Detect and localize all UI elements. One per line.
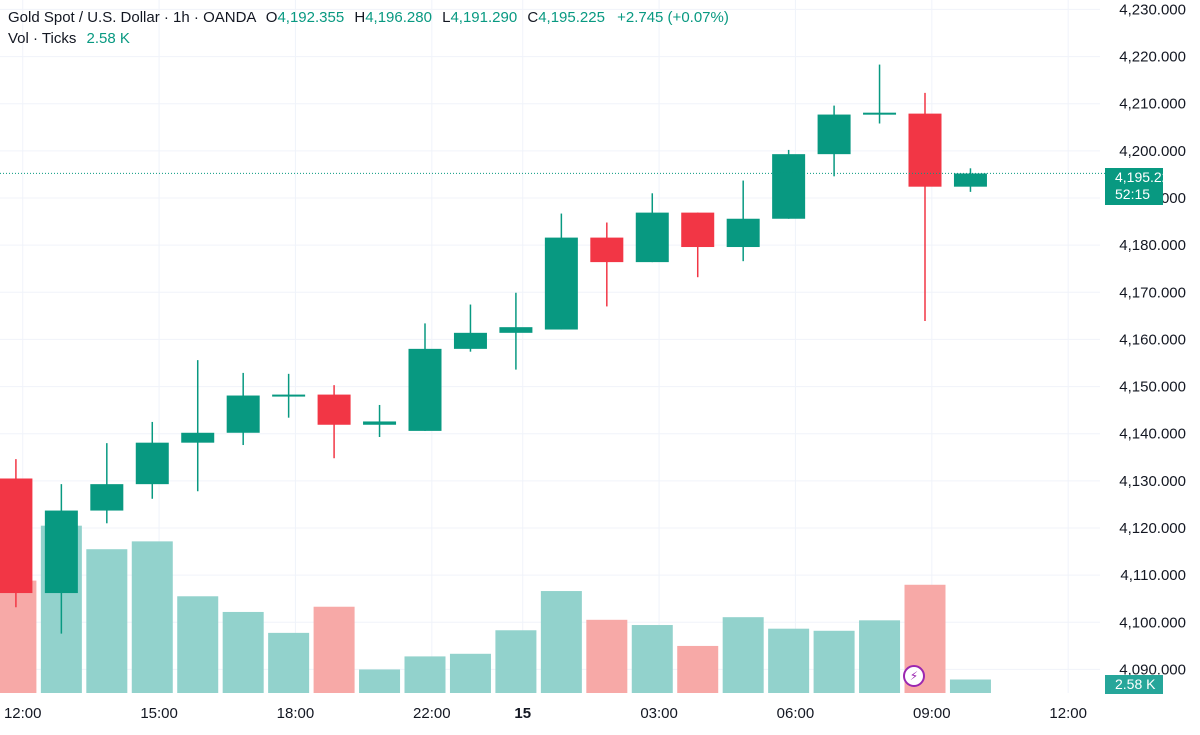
volume-bar bbox=[722, 617, 764, 693]
candles bbox=[0, 64, 987, 634]
volume-bar bbox=[949, 679, 991, 693]
candle-body bbox=[453, 332, 487, 349]
candle-body bbox=[863, 112, 897, 115]
time-tick-label: 18:00 bbox=[277, 705, 315, 722]
price-tick-label: 4,220.000 bbox=[1119, 49, 1186, 66]
change-value: +2.745 (+0.07%) bbox=[617, 9, 729, 26]
price-tick-label: 4,120.000 bbox=[1119, 520, 1186, 537]
open-label: O bbox=[265, 9, 278, 26]
volume-bar bbox=[631, 625, 673, 693]
candle-body bbox=[635, 212, 669, 263]
last-price-tag: 4,195.225 52:15 bbox=[1105, 168, 1178, 205]
symbol-legend[interactable]: Gold Spot / U.S. Dollar · 1h · OANDA O4,… bbox=[8, 9, 729, 27]
price-axis[interactable]: 4,090.000 4,100.000 4,110.000 4,120.000 4,13… bbox=[1119, 1, 1186, 678]
volume-bar bbox=[131, 541, 173, 693]
volume-value: 2.58 K bbox=[86, 30, 130, 47]
volume-bar bbox=[359, 669, 401, 693]
candle-body bbox=[408, 348, 442, 431]
volume-bar bbox=[177, 596, 219, 693]
time-tick-label: 22:00 bbox=[413, 705, 451, 722]
price-tick-label: 4,200.000 bbox=[1119, 143, 1186, 160]
price-tick-label: 4,160.000 bbox=[1119, 331, 1186, 348]
volume-bar bbox=[313, 606, 355, 693]
time-tick-label: 15:00 bbox=[140, 705, 178, 722]
price-tick-label: 4,170.000 bbox=[1119, 284, 1186, 301]
close-value: 4,195.225 bbox=[538, 9, 605, 26]
volume-bar bbox=[677, 645, 719, 693]
time-tick-label: 12:00 bbox=[1049, 705, 1087, 722]
candle-body bbox=[0, 478, 33, 594]
candle-body bbox=[363, 421, 397, 425]
symbol-title[interactable]: Gold Spot / U.S. Dollar · 1h · OANDA bbox=[8, 9, 256, 26]
price-tick-label: 4,100.000 bbox=[1119, 614, 1186, 631]
volume-bar bbox=[768, 628, 810, 693]
candle-body bbox=[726, 218, 760, 248]
time-tick-label: 09:00 bbox=[913, 705, 951, 722]
time-tick-label: 06:00 bbox=[777, 705, 815, 722]
candle-body bbox=[817, 114, 851, 155]
volume-bars bbox=[0, 525, 991, 693]
candle-body bbox=[681, 212, 715, 248]
candle-body bbox=[90, 484, 124, 511]
volume-bar bbox=[86, 549, 128, 693]
price-tick-label: 4,150.000 bbox=[1119, 379, 1186, 396]
candle-body bbox=[317, 394, 351, 425]
candle-body bbox=[272, 394, 306, 397]
high-label: H bbox=[354, 9, 366, 26]
low-value: 4,191.290 bbox=[450, 9, 518, 26]
candle-body bbox=[908, 113, 942, 187]
volume-bar bbox=[859, 620, 901, 693]
candle-body bbox=[772, 154, 806, 219]
close-label: C bbox=[527, 9, 539, 26]
time-tick-label: 12:00 bbox=[4, 705, 42, 722]
candle-body bbox=[499, 327, 533, 333]
open-value: 4,192.355 bbox=[277, 9, 345, 26]
candle-body bbox=[181, 432, 215, 443]
volume-bar bbox=[222, 611, 264, 693]
volume-bar bbox=[0, 580, 37, 693]
volume-label[interactable]: Vol · Ticks bbox=[8, 30, 77, 47]
lightning-bolt-icon[interactable]: ⚡ bbox=[903, 665, 925, 687]
price-tick-label: 4,230.000 bbox=[1119, 1, 1186, 18]
volume-legend[interactable]: Vol · Ticks 2.58 K bbox=[8, 30, 130, 48]
price-tick-label: 4,110.000 bbox=[1120, 567, 1186, 584]
volume-bar bbox=[813, 630, 855, 693]
last-price-value: 4,195.225 bbox=[1115, 169, 1178, 185]
volume-bar bbox=[495, 630, 537, 693]
time-tick-label: 15 bbox=[514, 705, 531, 722]
volume-bar bbox=[449, 653, 491, 693]
high-value: 4,196.280 bbox=[365, 9, 432, 26]
candle-body bbox=[135, 442, 169, 485]
price-tick-label: 4,130.000 bbox=[1119, 473, 1186, 490]
volume-bar bbox=[404, 656, 446, 693]
price-tick-label: 4,210.000 bbox=[1119, 96, 1186, 113]
volume-bar bbox=[268, 632, 310, 693]
candle-body bbox=[544, 237, 578, 330]
price-tick-label: 4,140.000 bbox=[1119, 426, 1186, 443]
time-axis[interactable]: 12:00 15:00 18:00 22:00 15 03:00 06:00 09:00 12:… bbox=[4, 705, 1087, 722]
time-tick-label: 03:00 bbox=[640, 705, 678, 722]
volume-bar bbox=[540, 591, 582, 693]
volume-tag: 2.58 K bbox=[1105, 675, 1163, 694]
price-tick-label: 4,090.000 bbox=[1119, 661, 1186, 678]
candle-body bbox=[953, 173, 987, 187]
price-tick-label: 4,180.000 bbox=[1119, 237, 1186, 254]
candle-body bbox=[226, 395, 260, 433]
bar-countdown: 52:15 bbox=[1115, 186, 1151, 202]
candle-body bbox=[590, 237, 624, 263]
low-label: L bbox=[442, 9, 451, 26]
candle-body bbox=[44, 510, 78, 594]
volume-bar bbox=[586, 619, 628, 693]
